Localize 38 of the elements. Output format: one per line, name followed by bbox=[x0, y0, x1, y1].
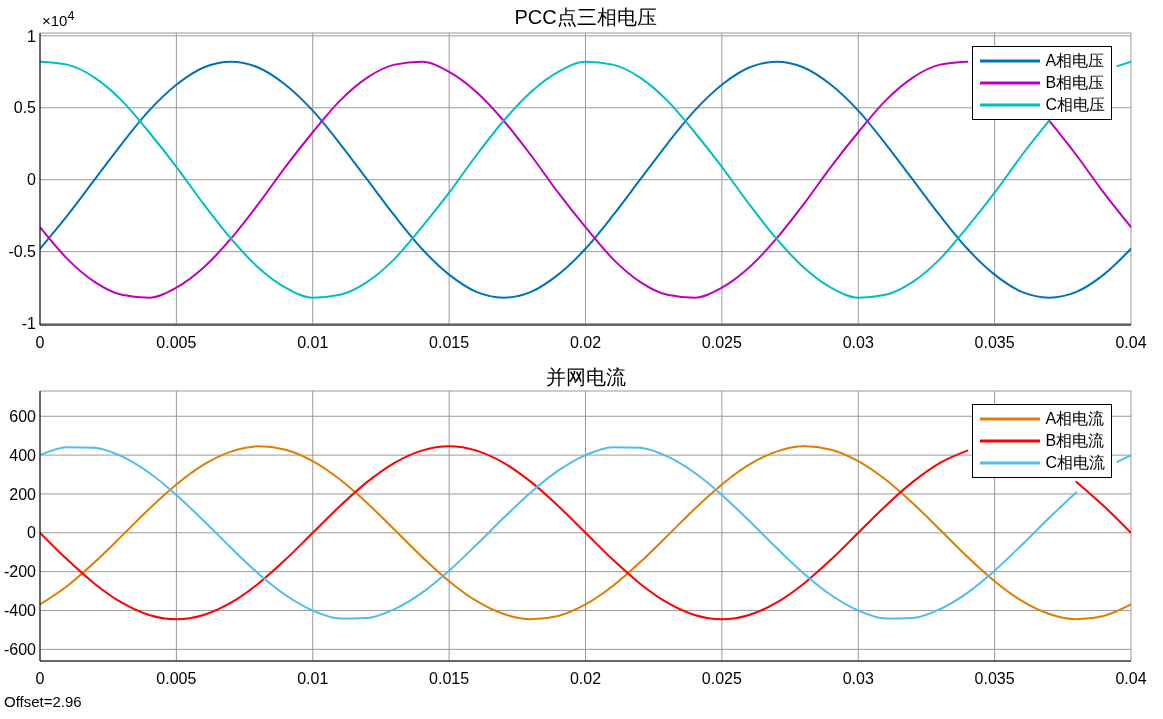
x-tick-label: 0.035 bbox=[974, 670, 1015, 688]
y-tick-label: -400 bbox=[3, 602, 37, 620]
x-tick-label: 0.01 bbox=[297, 334, 329, 352]
y-tick-label: -200 bbox=[3, 563, 37, 581]
x-tick-label: 0.025 bbox=[701, 334, 742, 352]
x-tick-label: 0.015 bbox=[429, 334, 470, 352]
y-tick-label: -0.5 bbox=[8, 243, 37, 261]
x-tick-label: 0.04 bbox=[1115, 670, 1147, 688]
text: ×10$^{4}$ bbox=[42, 9, 75, 29]
x-tick-label: 0.015 bbox=[429, 670, 470, 688]
x-tick-label: 0.01 bbox=[297, 670, 329, 688]
y-tick-label: -600 bbox=[3, 641, 37, 659]
y-tick-label: 0 bbox=[27, 524, 37, 542]
x-tick-label: 0.02 bbox=[569, 670, 602, 688]
x-tick-label: 0.03 bbox=[842, 334, 874, 352]
x-tick-label: 0.005 bbox=[156, 334, 197, 352]
x-tick-label: 0.005 bbox=[156, 670, 197, 688]
legend-label: C相电流 bbox=[1045, 452, 1105, 473]
legend-label: C相电压 bbox=[1045, 94, 1105, 115]
x-tick-label: 0.04 bbox=[1115, 334, 1147, 352]
legend-label: A相电压 bbox=[1045, 50, 1105, 71]
legend-label: A相电流 bbox=[1045, 408, 1105, 429]
chart-title: PCC点三相电压 bbox=[514, 5, 657, 29]
x-tick-label: 0.035 bbox=[974, 334, 1015, 352]
x-tick-label: 0.025 bbox=[701, 670, 742, 688]
y-tick-label: 0 bbox=[27, 171, 37, 189]
x-tick-label: 0.02 bbox=[569, 334, 602, 352]
text: Offset=2.96 bbox=[4, 693, 82, 710]
y-tick-label: 0.5 bbox=[13, 99, 37, 117]
y-tick-label: 400 bbox=[9, 446, 37, 464]
y-tick-label: 1 bbox=[27, 27, 37, 45]
y-tick-label: -1 bbox=[21, 315, 37, 333]
y-tick-label: 600 bbox=[9, 407, 37, 425]
x-tick-label: 0.03 bbox=[842, 670, 874, 688]
legend-label: B相电流 bbox=[1045, 430, 1105, 451]
chart-title: 并网电流 bbox=[545, 365, 626, 389]
y-tick-label: 200 bbox=[9, 485, 37, 503]
legend-label: B相电压 bbox=[1045, 72, 1105, 93]
